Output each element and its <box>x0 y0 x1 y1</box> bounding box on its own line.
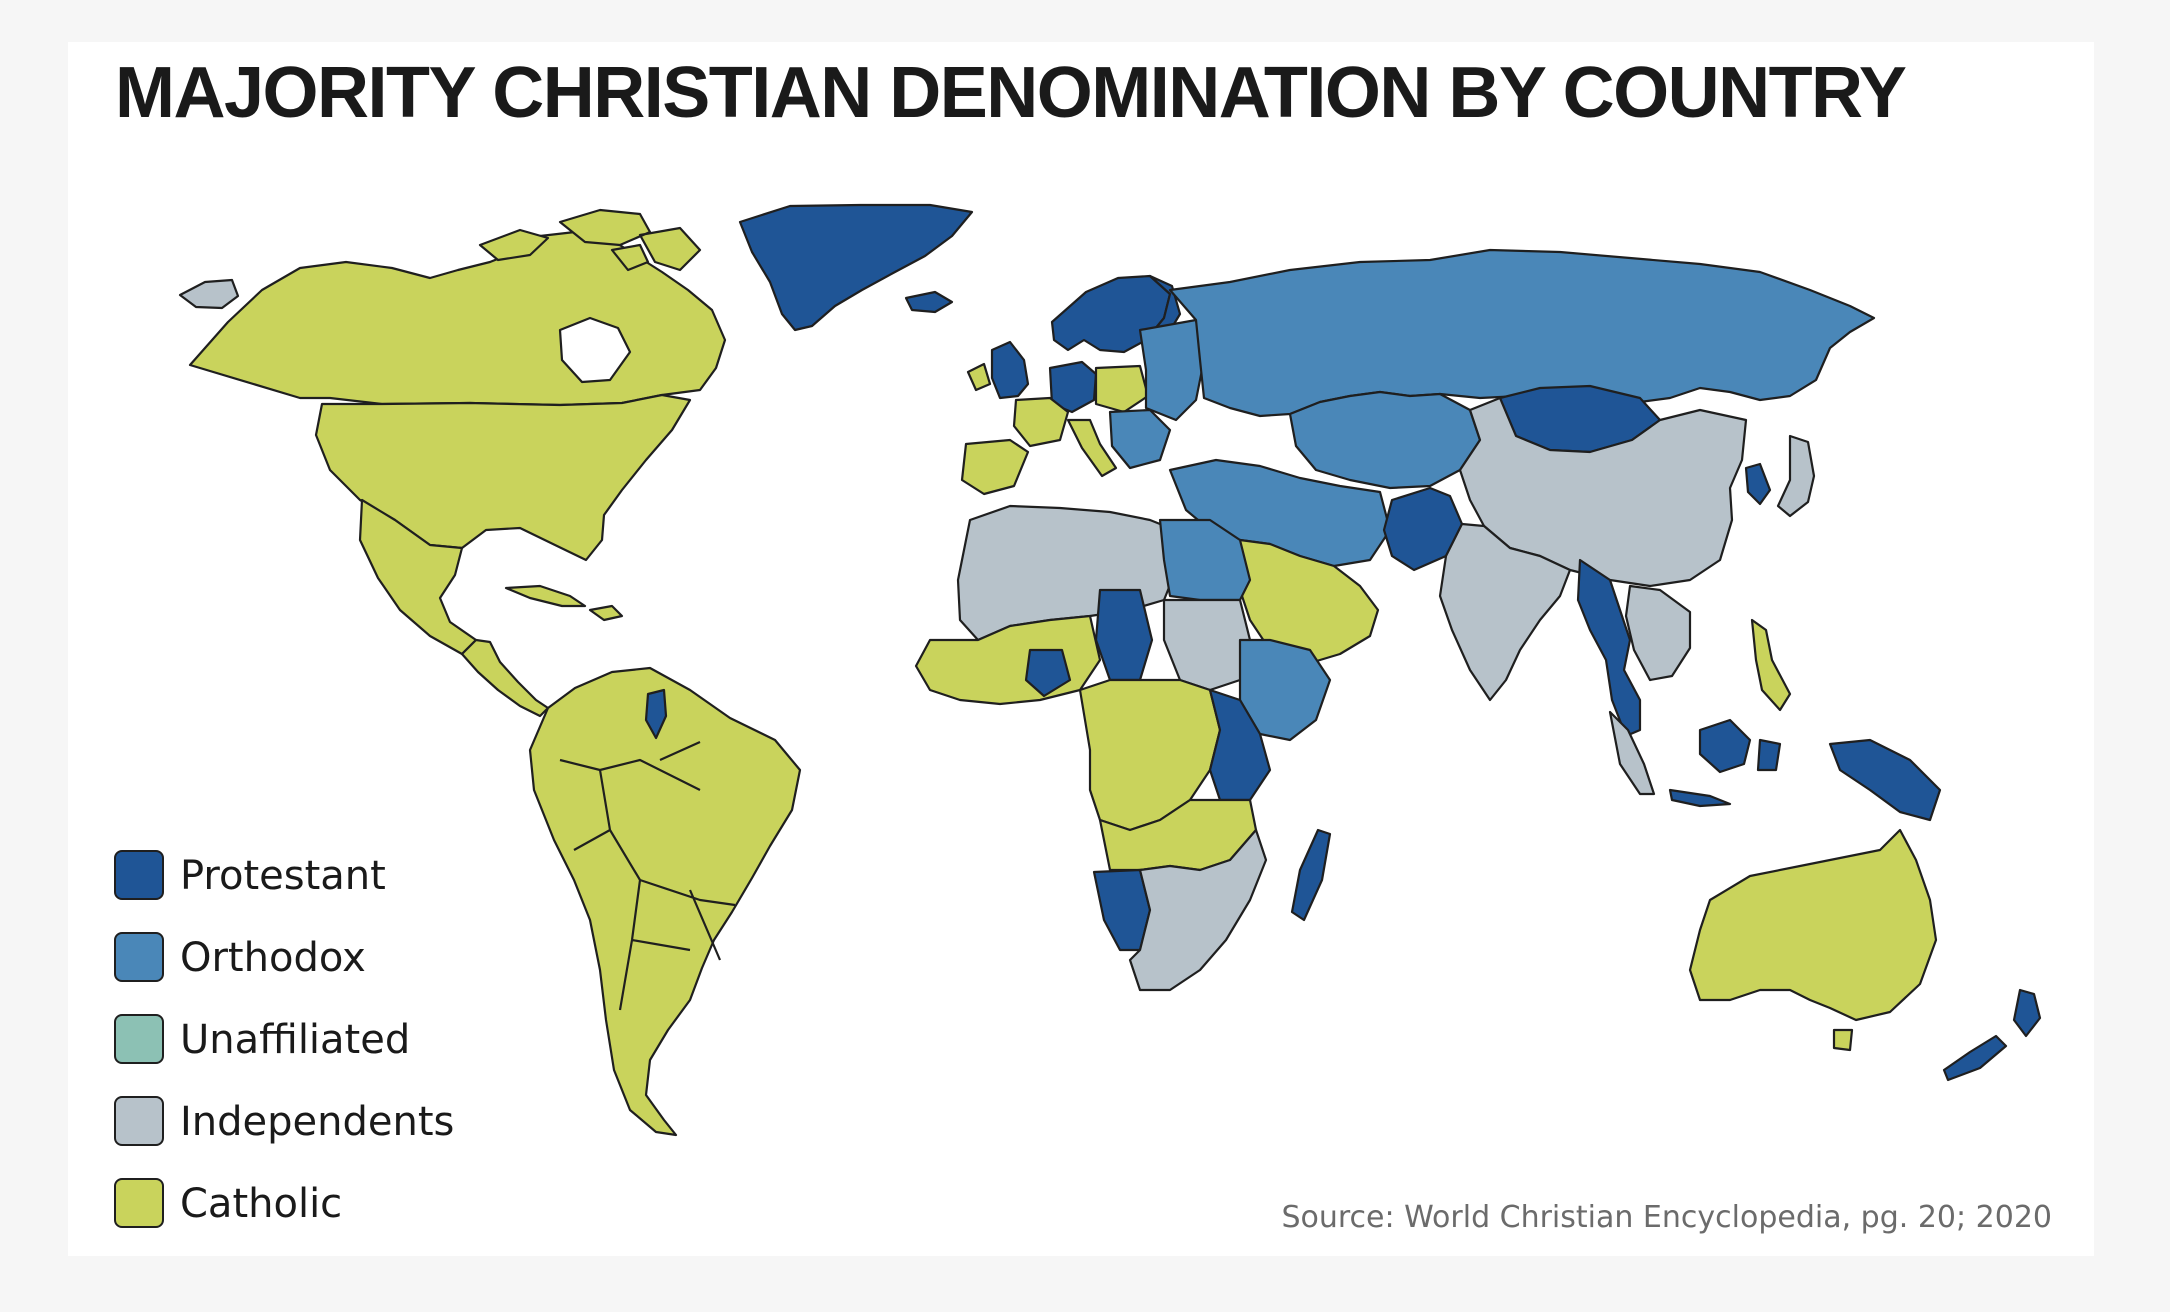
unaffiliated-swatch <box>114 1014 164 1064</box>
malaysia <box>1608 710 1656 796</box>
central-asia <box>1288 390 1482 490</box>
mexico <box>358 498 478 656</box>
arabia <box>1236 538 1380 668</box>
europe-region <box>960 274 1206 496</box>
greenland <box>738 203 974 332</box>
ireland <box>966 362 992 392</box>
alaska <box>178 278 240 310</box>
oceania-region <box>1668 718 2042 1082</box>
catholic-swatch <box>114 1178 164 1228</box>
south-america-region <box>528 666 802 1137</box>
korea <box>1744 462 1772 506</box>
legend-label-independents: Independents <box>180 1099 455 1145</box>
independents-swatch <box>114 1096 164 1146</box>
papua <box>1828 738 1942 822</box>
indonesia <box>1668 718 1782 808</box>
poland-central <box>1094 364 1150 414</box>
map-title: MAJORITY CHRISTIAN DENOMINATION BY COUNT… <box>115 53 1907 133</box>
uk <box>990 340 1030 400</box>
namibia <box>1092 868 1152 952</box>
legend-label-catholic: Catholic <box>180 1181 343 1227</box>
africa-region <box>914 504 1332 992</box>
india <box>1438 522 1572 702</box>
suriname <box>644 688 668 740</box>
west-africa <box>914 614 1102 706</box>
new-zealand <box>1942 988 2042 1082</box>
hudson-bay <box>558 316 632 384</box>
myanmar-thailand <box>1576 558 1642 738</box>
sudan <box>1162 598 1252 692</box>
madagascar <box>1290 828 1332 922</box>
north-america-region <box>178 208 727 718</box>
eastern-europe <box>1138 318 1206 422</box>
balkans <box>1108 408 1172 470</box>
central-africa <box>1078 678 1222 832</box>
china <box>1458 396 1748 588</box>
hispaniola <box>588 604 624 622</box>
protestant-swatch <box>114 850 164 900</box>
southern-africa <box>1128 828 1268 992</box>
orthodox-swatch <box>114 932 164 982</box>
indochina <box>1624 584 1692 682</box>
nigeria <box>1024 648 1072 698</box>
italy <box>1066 418 1118 478</box>
legend-label-orthodox: Orthodox <box>180 935 366 981</box>
russia <box>1168 248 1876 418</box>
tasmania <box>1832 1028 1854 1052</box>
south-america <box>528 666 802 1137</box>
asia-region <box>1168 248 1876 796</box>
central-america <box>460 638 550 718</box>
source-note: Source: World Christian Encyclopedia, pg… <box>1281 1200 2052 1235</box>
japan <box>1776 434 1816 518</box>
legend-label-protestant: Protestant <box>180 853 386 899</box>
arctic-islands <box>478 208 702 272</box>
philippines <box>1750 618 1792 712</box>
legend-label-unaffiliated: Unaffiliated <box>180 1017 411 1063</box>
chad <box>1094 588 1154 682</box>
iberia <box>960 438 1030 496</box>
australia <box>1688 828 1938 1022</box>
iceland <box>904 290 954 314</box>
cuba <box>504 584 587 608</box>
south-america-borders <box>559 740 736 1011</box>
france <box>1012 396 1070 448</box>
